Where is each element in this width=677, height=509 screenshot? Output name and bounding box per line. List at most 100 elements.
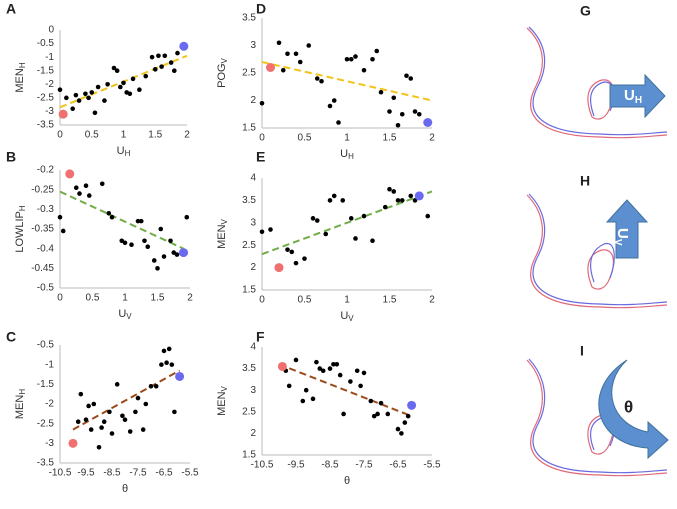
- point: [57, 87, 63, 93]
- point: [331, 98, 337, 103]
- point: [314, 359, 319, 365]
- y-axis-label-subscript: V: [220, 218, 229, 224]
- point: [106, 210, 112, 216]
- x-tick-label: 1.5: [383, 295, 397, 306]
- point: [118, 84, 123, 90]
- point: [268, 227, 273, 232]
- highlight-point: [175, 371, 185, 381]
- x-axis-label-subscript: V: [126, 312, 132, 321]
- point: [327, 198, 333, 203]
- trend-line: [261, 190, 433, 256]
- point: [175, 50, 180, 56]
- point: [64, 95, 69, 101]
- arrow-label: θ: [624, 397, 633, 416]
- point: [78, 391, 84, 397]
- highlight-point: [266, 63, 275, 72]
- point: [142, 238, 147, 244]
- y-tick-label: 2.5: [242, 240, 256, 251]
- point: [109, 214, 115, 220]
- point: [133, 409, 138, 415]
- y-tick-label: -0.3: [37, 204, 55, 215]
- point: [334, 361, 340, 367]
- panel-i: I θ: [526, 343, 669, 477]
- x-tick-label: -8.5: [321, 460, 339, 471]
- x-tick-label: 0: [57, 130, 63, 141]
- trend-line: [261, 61, 433, 102]
- y-tick-label: -1: [45, 52, 54, 63]
- point: [412, 109, 418, 114]
- panel-letter: F: [256, 329, 265, 345]
- arrow-up: [605, 199, 649, 259]
- loop-blue: [590, 243, 615, 283]
- point: [317, 366, 323, 371]
- highlight-point: [277, 361, 287, 371]
- arrow-rotate: [598, 359, 669, 460]
- point: [174, 252, 180, 257]
- x-axis-label-text: θ: [122, 483, 128, 495]
- point: [348, 379, 353, 384]
- x-axis-label-text: U: [340, 148, 348, 160]
- y-tick-label: 1.5: [242, 450, 256, 461]
- point: [285, 51, 290, 57]
- point: [99, 181, 105, 187]
- arrow-right: [609, 73, 666, 119]
- x-tick-label: 2: [187, 293, 193, 304]
- y-tick-label: 2: [250, 95, 256, 106]
- x-axis-label: θ: [344, 475, 350, 487]
- point: [327, 366, 333, 371]
- point: [412, 198, 418, 203]
- x-axis-label: UH: [340, 148, 354, 161]
- trend-line: [278, 363, 412, 418]
- point: [395, 198, 401, 203]
- point: [374, 48, 380, 54]
- x-tick-label: -10.5: [251, 460, 274, 471]
- point: [153, 384, 159, 389]
- y-tick-label: 3: [250, 40, 256, 51]
- point: [114, 68, 120, 74]
- point: [286, 383, 292, 389]
- x-tick-label: 0: [57, 293, 63, 304]
- y-axis-label: MENH: [14, 62, 27, 92]
- point: [158, 226, 164, 232]
- point: [331, 193, 337, 199]
- point: [121, 80, 126, 86]
- point: [96, 444, 102, 450]
- point: [382, 204, 388, 210]
- point: [149, 54, 155, 60]
- x-tick-label: 1.5: [148, 130, 162, 141]
- point: [361, 370, 367, 376]
- contour-blue: [528, 358, 668, 474]
- point: [391, 95, 397, 101]
- y-tick-label: -0.5: [37, 283, 55, 294]
- point: [101, 419, 107, 425]
- x-tick-label: -7.5: [129, 468, 147, 479]
- point: [416, 111, 422, 117]
- x-tick-label: 2: [429, 295, 435, 306]
- panel-letter: H: [580, 173, 590, 189]
- point: [348, 56, 354, 62]
- point: [306, 43, 312, 48]
- point: [320, 368, 326, 374]
- x-tick-label: 0.5: [298, 295, 312, 306]
- panel-letter: I: [580, 343, 584, 359]
- chart: B 0 0.5 1 1.5 2 -0.2 -0.25 -0.3 -0.35 -0.4 -0.45 -0.…: [6, 149, 193, 321]
- point: [109, 431, 115, 436]
- point: [300, 398, 306, 404]
- point: [387, 109, 392, 114]
- x-tick-label: -7.5: [355, 460, 373, 471]
- point: [285, 247, 290, 252]
- point: [148, 384, 154, 389]
- point: [86, 403, 91, 409]
- y-axis-label-text: MEN: [216, 391, 228, 416]
- x-axis-label: UV: [340, 310, 354, 323]
- point: [76, 98, 82, 103]
- y-tick-label: -3.5: [37, 458, 55, 469]
- y-tick-label: -2: [45, 399, 54, 410]
- point: [408, 76, 414, 81]
- point: [75, 419, 81, 425]
- point: [405, 413, 411, 419]
- point: [143, 401, 149, 407]
- point: [172, 68, 177, 74]
